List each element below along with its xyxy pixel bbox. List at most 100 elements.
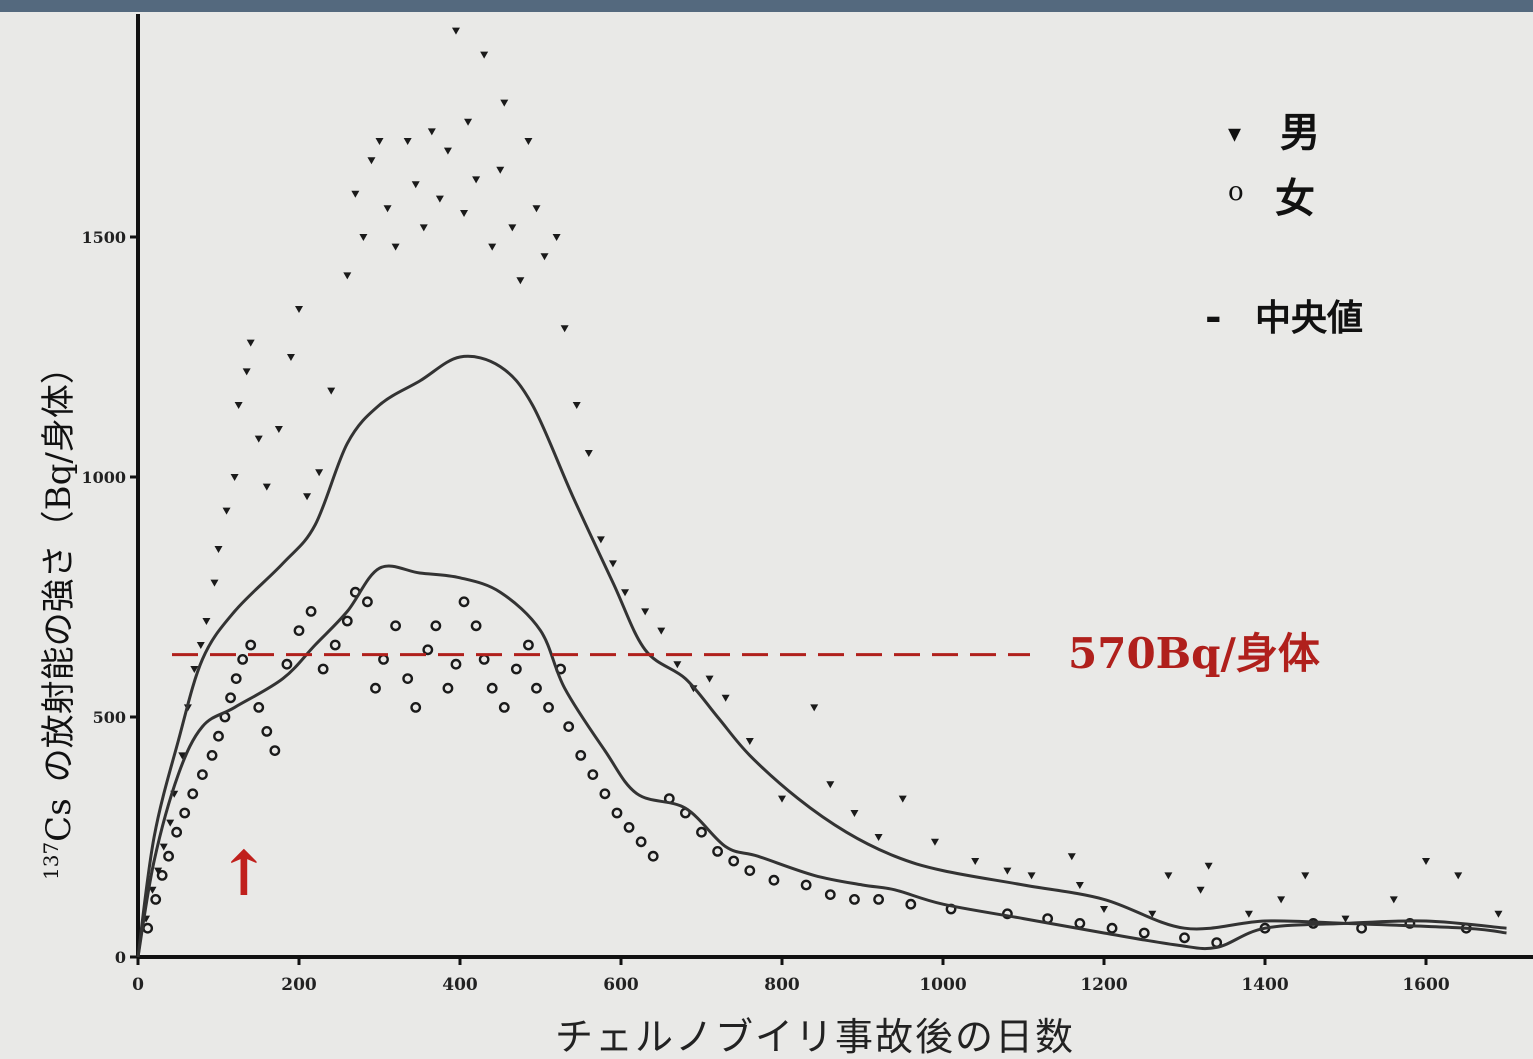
legend: ▾ 男 o 女 - 中央値 [1205, 109, 1363, 340]
female-point [1106, 922, 1118, 934]
male-point [572, 402, 581, 409]
male-point [443, 147, 452, 155]
female-point [362, 596, 373, 608]
female-point [1138, 927, 1150, 939]
upper-median-curve [136, 354, 1507, 958]
male-point [375, 138, 384, 145]
male-point [621, 589, 630, 597]
female-point [486, 682, 498, 694]
male-point [1389, 896, 1398, 904]
female-point [206, 750, 218, 761]
y-axis-title-element: Cs [39, 798, 79, 841]
female-point [225, 692, 236, 704]
y-tick-label: 500 [93, 708, 126, 727]
male-point [214, 546, 223, 553]
female-point [179, 807, 191, 819]
male-point [1027, 872, 1036, 880]
male-point [641, 608, 650, 616]
male-point [721, 694, 730, 702]
male-points-series [142, 27, 1503, 923]
female-point [230, 673, 242, 684]
male-point [1075, 882, 1084, 889]
male-point [930, 838, 939, 846]
male-point [745, 738, 754, 745]
male-point [1277, 896, 1286, 904]
female-point [261, 726, 273, 737]
male-point [673, 661, 682, 669]
male-point [1148, 910, 1157, 918]
lower-median-curve [136, 564, 1507, 958]
male-point [488, 243, 497, 251]
male-point [234, 402, 243, 409]
male-point [178, 752, 187, 760]
male-point [1301, 872, 1310, 880]
female-point [647, 850, 659, 862]
x-tick-label: 1200 [1080, 975, 1127, 995]
male-point [1196, 886, 1205, 894]
x-tick-label: 400 [442, 975, 478, 995]
female-point [245, 639, 257, 651]
female-point [402, 673, 414, 684]
female-point [873, 894, 884, 905]
male-point [508, 224, 517, 232]
female-point [635, 836, 647, 848]
red-arrow-icon: ↑ [218, 837, 270, 910]
x-tick-label: 200 [281, 975, 317, 995]
male-point [274, 426, 283, 433]
male-point [532, 205, 541, 213]
male-point [657, 627, 666, 635]
male-point [451, 27, 460, 35]
male-point [254, 435, 263, 443]
female-points-series [142, 586, 1472, 948]
male-point [705, 675, 714, 683]
male-point [826, 781, 835, 789]
male-point [210, 579, 219, 587]
male-point [242, 368, 251, 376]
y-axis-title-isotope: 137 [39, 842, 63, 880]
male-point [460, 210, 469, 217]
male-point [262, 483, 271, 491]
female-point [523, 639, 534, 651]
female-point [370, 682, 381, 694]
male-point [327, 387, 336, 395]
male-point [1003, 867, 1012, 875]
male-point [1422, 858, 1430, 865]
legend-median-marker: - [1205, 293, 1222, 340]
male-point [196, 642, 205, 649]
female-point [317, 663, 329, 675]
x-tick-label: 600 [603, 975, 639, 995]
male-point [472, 176, 481, 184]
y-tick-label: 1000 [81, 468, 126, 487]
male-point [166, 819, 175, 827]
male-point [435, 195, 444, 203]
female-point [422, 644, 434, 656]
male-point [286, 354, 295, 361]
male-point [351, 190, 360, 198]
female-point [305, 606, 317, 617]
female-point [171, 826, 183, 838]
male-point [359, 234, 368, 241]
male-point [898, 795, 907, 803]
male-point [1204, 862, 1213, 870]
male-point [295, 306, 303, 313]
male-point [552, 234, 561, 241]
female-point [623, 822, 635, 833]
female-point [156, 870, 168, 881]
male-point [874, 834, 883, 841]
male-point [560, 325, 569, 333]
male-point [246, 339, 255, 347]
female-point [450, 658, 462, 670]
legend-female-marker: o [1228, 177, 1244, 207]
male-point [608, 560, 617, 568]
female-point [510, 663, 522, 675]
male-point [971, 858, 980, 865]
male-point [159, 843, 168, 851]
top-border-bar [0, 0, 1533, 12]
legend-female-label: 女 [1275, 175, 1315, 222]
female-point [329, 639, 341, 651]
female-point [196, 769, 208, 780]
male-point [303, 493, 312, 501]
male-point [367, 157, 376, 165]
